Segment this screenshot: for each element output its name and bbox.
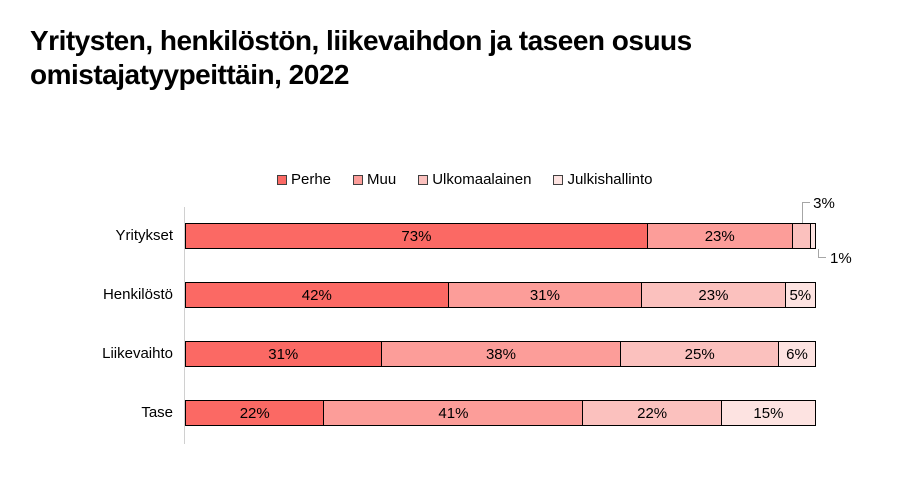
plot-area: Yritykset 73% 23% 3% 1% Henkilöstö 42% 31% 23% 5%… [102,195,852,444]
bar-segment-muu: 31% [447,282,643,308]
legend-item-ulkomaalainen: Ulkomaalainen [418,171,531,188]
segment-value-label: 38% [485,345,516,363]
bar-segment-ulkomaalainen: 23% [641,282,786,308]
segment-value-label: 22% [637,404,668,422]
bar-segment-julkishallinto: 6% [777,341,816,367]
segment-value-label: 73% [401,227,432,245]
bar-segment-ulkomaalainen: 25% [620,341,779,367]
bar-segment-muu: 38% [380,341,622,367]
bar-segment-muu: 41% [323,400,584,426]
segment-value-label: 6% [786,345,808,363]
legend-item-label: Perhe [291,171,332,188]
legend-swatch-icon [418,174,429,185]
callout-3-: 3% [802,195,835,223]
legend-swatch-icon [553,174,564,185]
legend-item-perhe: Perhe [277,171,331,188]
segment-value-label: 15% [753,404,784,422]
chart-title-line2: omistajatyypeittäin, 2022 [30,59,349,90]
legend-item-muu: Muu [353,171,396,188]
stacked-bar: 73% 23% [185,223,819,249]
bar-segment-perhe: 22% [185,400,325,426]
segment-value-label: 41% [438,404,469,422]
bar-segment-ulkomaalainen [791,223,811,249]
stacked-bar: 31% 38% 25% 6% [185,341,819,367]
chart-title: Yritysten, henkilöstön, liikevaihdon ja … [30,24,692,92]
bar-row-tase: Tase 22% 41% 22% 15% [141,400,819,426]
bar-segment-julkishallinto [809,223,816,249]
legend-swatch-icon [277,174,287,185]
callout-value-label: 1% [830,250,852,267]
legend-item-label: Julkishallinto [567,171,653,188]
chart-title-line1: Yritysten, henkilöstön, liikevaihdon ja … [30,25,692,56]
category-label: Henkilöstö [102,286,173,303]
segment-value-label: 5% [789,286,812,304]
stacked-bar: 22% 41% 22% 15% [185,400,819,426]
bar-segment-julkishallinto: 15% [720,400,816,426]
bar-segment-perhe: 31% [185,341,382,367]
segment-value-label: 23% [698,286,729,304]
segment-value-label: 23% [704,227,735,245]
callout-value-label: 3% [813,195,835,212]
category-label: Yritykset [115,227,173,244]
segment-value-label: 22% [239,404,270,422]
legend-swatch-icon [353,174,364,185]
callout-1-: 1% [818,249,852,267]
bar-row-henkil-st-: Henkilöstö 42% 31% 23% 5% [103,282,819,308]
category-label: Tase [141,404,173,421]
bar-row-yritykset: Yritykset 73% 23% 3% 1% [115,195,851,267]
segment-value-label: 31% [268,345,299,363]
segment-value-label: 25% [684,345,715,363]
bar-segment-muu: 23% [646,223,793,249]
category-label: Liikevaihto [102,345,173,362]
legend: Perhe Muu Ulkomaalainen Julkishallinto [277,171,653,188]
bar-segment-julkishallinto: 5% [784,282,816,308]
bar-segment-perhe: 42% [185,282,449,308]
segment-value-label: 42% [301,286,332,304]
legend-item-label: Muu [367,171,397,188]
bar-segment-perhe: 73% [185,223,648,249]
stacked-bar: 42% 31% 23% 5% [185,282,819,308]
legend-item-label: Ulkomaalainen [432,171,532,188]
segment-value-label: 31% [529,286,560,304]
bar-segment-ulkomaalainen: 22% [582,400,722,426]
bar-row-liikevaihto: Liikevaihto 31% 38% 25% 6% [102,341,819,367]
legend-item-julkishallinto: Julkishallinto [553,171,653,188]
